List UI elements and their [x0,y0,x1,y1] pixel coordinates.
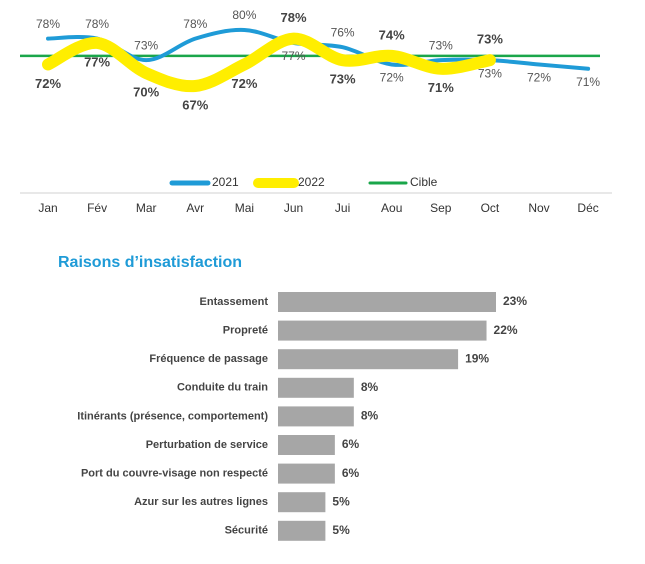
x-tick-label: Mar [136,201,157,215]
legend-label: 2022 [298,175,325,189]
value-label: 5% [332,523,350,537]
x-tick-label: Sep [430,201,452,215]
data-label: 72% [231,76,257,91]
value-label: 23% [503,294,527,308]
bar [278,520,326,541]
value-label: 6% [342,437,360,451]
bar [278,349,459,370]
x-tick-label: Mai [235,201,254,215]
x-tick-label: Fév [87,201,107,215]
data-label: 73% [134,38,158,52]
value-label: 8% [361,409,379,423]
bar [278,292,496,312]
x-tick-label: Jun [284,201,303,215]
category-label: Azur sur les autres lignes [134,496,268,508]
bar [278,492,326,513]
category-label: Entassement [200,296,269,308]
category-label: Propreté [223,325,268,337]
data-label: 77% [84,54,110,69]
data-label: 73% [478,66,502,80]
x-tick-label: Oct [481,201,500,215]
category-label: Fréquence de passage [149,353,268,365]
category-label: Conduite du train [177,382,268,394]
bar [278,463,335,484]
data-label: 70% [133,85,159,100]
data-label: 67% [182,97,208,112]
series-line [42,32,496,93]
data-label: 74% [379,27,405,42]
category-label: Itinérants (présence, comportement) [77,410,268,422]
x-tick-label: Jui [335,201,350,215]
x-tick-label: Déc [577,201,598,215]
legend-label: 2021 [212,175,239,189]
value-label: 19% [465,351,489,365]
x-tick-label: Aou [381,201,402,215]
value-label: 5% [332,494,350,508]
data-label: 72% [35,76,61,91]
data-label: 71% [428,80,454,95]
legend-label: Cible [410,175,438,189]
data-label: 76% [331,25,355,39]
value-label: 8% [361,380,379,394]
data-label: 72% [527,71,551,85]
category-label: Sécurité [225,525,268,537]
value-label: 6% [342,466,360,480]
bar [278,435,335,455]
data-label: 73% [330,72,356,87]
data-label: 73% [477,32,503,47]
data-label: 73% [429,38,453,52]
x-tick-label: Jan [38,201,57,215]
bar-chart-title: Raisons d’insatisfaction [58,254,242,271]
data-label: 78% [280,10,306,25]
data-label: 72% [380,71,404,85]
data-label: 78% [36,17,60,31]
data-label: 80% [232,8,256,22]
data-label: 71% [576,75,600,89]
value-label: 22% [494,323,518,337]
category-label: Port du couvre-visage non respecté [81,468,268,480]
bar [278,377,354,398]
data-label: 78% [85,17,109,31]
x-tick-label: Nov [528,201,549,215]
x-tick-label: Avr [186,201,204,215]
bar [278,320,487,341]
category-label: Perturbation de service [146,439,268,451]
bar [278,406,354,427]
data-label: 78% [183,17,207,31]
data-label: 77% [281,49,305,63]
